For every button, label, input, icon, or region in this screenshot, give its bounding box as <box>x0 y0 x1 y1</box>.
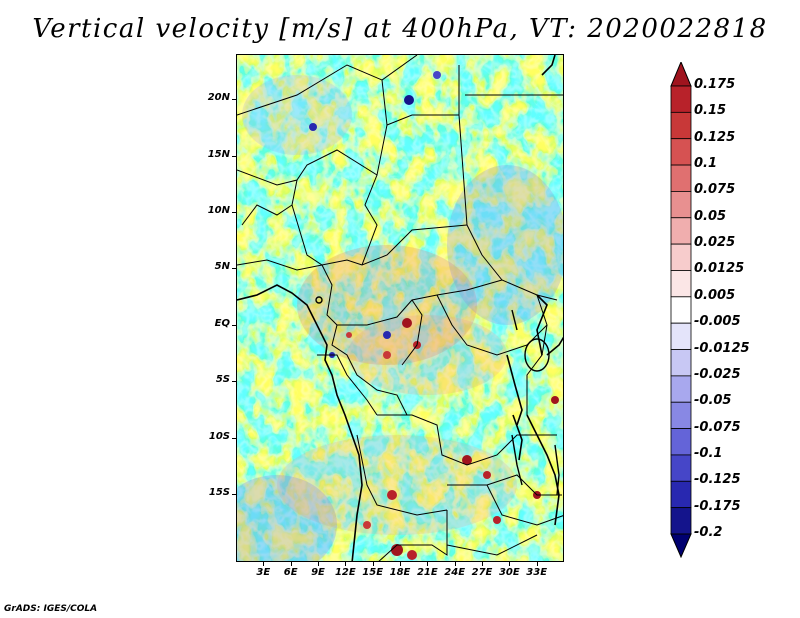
lon-tick-mark <box>400 562 401 566</box>
colorbar-level-label: -0.2 <box>694 525 723 540</box>
lon-tick-mark <box>372 562 374 566</box>
colorbar-bin <box>670 217 692 245</box>
colorbar-bin <box>670 428 692 456</box>
colorbar-level-label: 0.175 <box>694 77 736 92</box>
lon-tick-label: 24E <box>444 567 466 578</box>
lat-tick-mark <box>232 324 236 326</box>
chart-title: Vertical velocity [m/s] at 400hPa, VT: 2… <box>32 14 768 44</box>
lon-tick-label: 9E <box>311 567 325 578</box>
colorbar-level-label: -0.175 <box>694 498 741 514</box>
colorbar-level-label: -0.075 <box>694 419 741 435</box>
lon-tick-label: 12E <box>334 567 356 578</box>
colorbar-level-label: -0.1 <box>694 445 723 461</box>
colorbar-level-label: -0.0125 <box>694 340 750 356</box>
lat-tick-label: 10N <box>207 205 230 217</box>
lat-tick-mark <box>232 212 236 214</box>
lon-tick-mark <box>345 562 347 566</box>
lat-tick-mark <box>232 381 236 383</box>
colorbar-bin <box>670 480 692 509</box>
lat-tick-label: 5N <box>214 261 230 273</box>
colorbar-bin <box>670 164 692 192</box>
lat-tick-label: 10S <box>208 430 230 442</box>
lon-tick-mark <box>290 562 292 566</box>
colorbar-bin <box>670 270 692 298</box>
lat-tick-label: EQ <box>214 317 230 329</box>
coastlines <box>237 55 563 561</box>
lon-tick-mark <box>263 562 265 566</box>
colorbar-bin <box>670 322 692 350</box>
strong-downdraft-cells <box>309 71 441 358</box>
lon-tick-label: 18E <box>389 567 411 578</box>
colorbar <box>670 62 692 558</box>
lon-tick-label: 33E <box>526 567 548 578</box>
map-panel <box>236 54 564 562</box>
colorbar-bin <box>670 243 692 271</box>
colorbar-level-label: 0.0125 <box>694 261 745 277</box>
colorbar-level-label: 0.15 <box>694 103 727 119</box>
lon-tick-label: 3E <box>256 567 271 578</box>
lon-tick-label: 27E <box>471 567 493 578</box>
colorbar-bin <box>670 401 692 429</box>
colorbar-bin <box>670 85 692 113</box>
velocity-field-map <box>237 55 563 561</box>
lat-tick-mark <box>232 268 236 270</box>
lat-tick-mark <box>232 494 236 496</box>
colorbar-level-label: 0.1 <box>694 156 718 172</box>
colorbar-bottom-arrow <box>670 533 692 558</box>
colorbar-bin <box>670 138 692 166</box>
lon-tick-mark <box>536 562 538 566</box>
colorbar-bin <box>670 375 692 403</box>
lat-tick-label: 15N <box>207 148 230 160</box>
lon-tick-label: 30E <box>498 567 520 578</box>
lat-tick-label: 20N <box>207 92 230 104</box>
colorbar-level-label: -0.005 <box>694 314 741 330</box>
colorbar-bin <box>670 454 692 482</box>
colorbar-level-label: 0.075 <box>694 182 736 198</box>
lon-tick-mark <box>509 562 511 566</box>
lon-tick-mark <box>318 562 319 566</box>
lat-tick-mark <box>232 155 236 157</box>
lon-tick-mark <box>482 562 483 566</box>
lon-tick-label: 6E <box>283 567 298 578</box>
lat-tick-mark <box>232 99 236 101</box>
lat-tick-label: 5S <box>215 374 230 386</box>
colorbar-level-label: -0.05 <box>694 393 732 409</box>
lon-tick-label: 21E <box>416 567 438 578</box>
lon-tick-mark <box>454 562 456 566</box>
credit-text: GrADS: IGES/COLA <box>4 604 98 614</box>
lat-tick-label: 15S <box>208 487 230 499</box>
lon-tick-label: 15E <box>362 567 384 578</box>
lon-tick-mark <box>427 562 429 566</box>
colorbar-level-label: -0.125 <box>694 472 741 488</box>
colorbar-level-label: 0.025 <box>694 235 736 251</box>
colorbar-level-label: -0.025 <box>694 366 741 382</box>
colorbar-level-label: 0.005 <box>694 287 736 303</box>
lat-tick-mark <box>232 437 236 439</box>
colorbar-bin <box>670 191 692 219</box>
colorbar-bin <box>670 111 692 140</box>
lakes <box>315 296 560 496</box>
colorbar-level-label: 0.05 <box>694 208 727 224</box>
colorbar-level-label: 0.125 <box>694 129 736 145</box>
colorbar-bin <box>670 296 692 324</box>
colorbar-bin <box>670 507 692 535</box>
colorbar-bin <box>670 349 692 377</box>
colorbar-top-arrow <box>670 62 692 87</box>
